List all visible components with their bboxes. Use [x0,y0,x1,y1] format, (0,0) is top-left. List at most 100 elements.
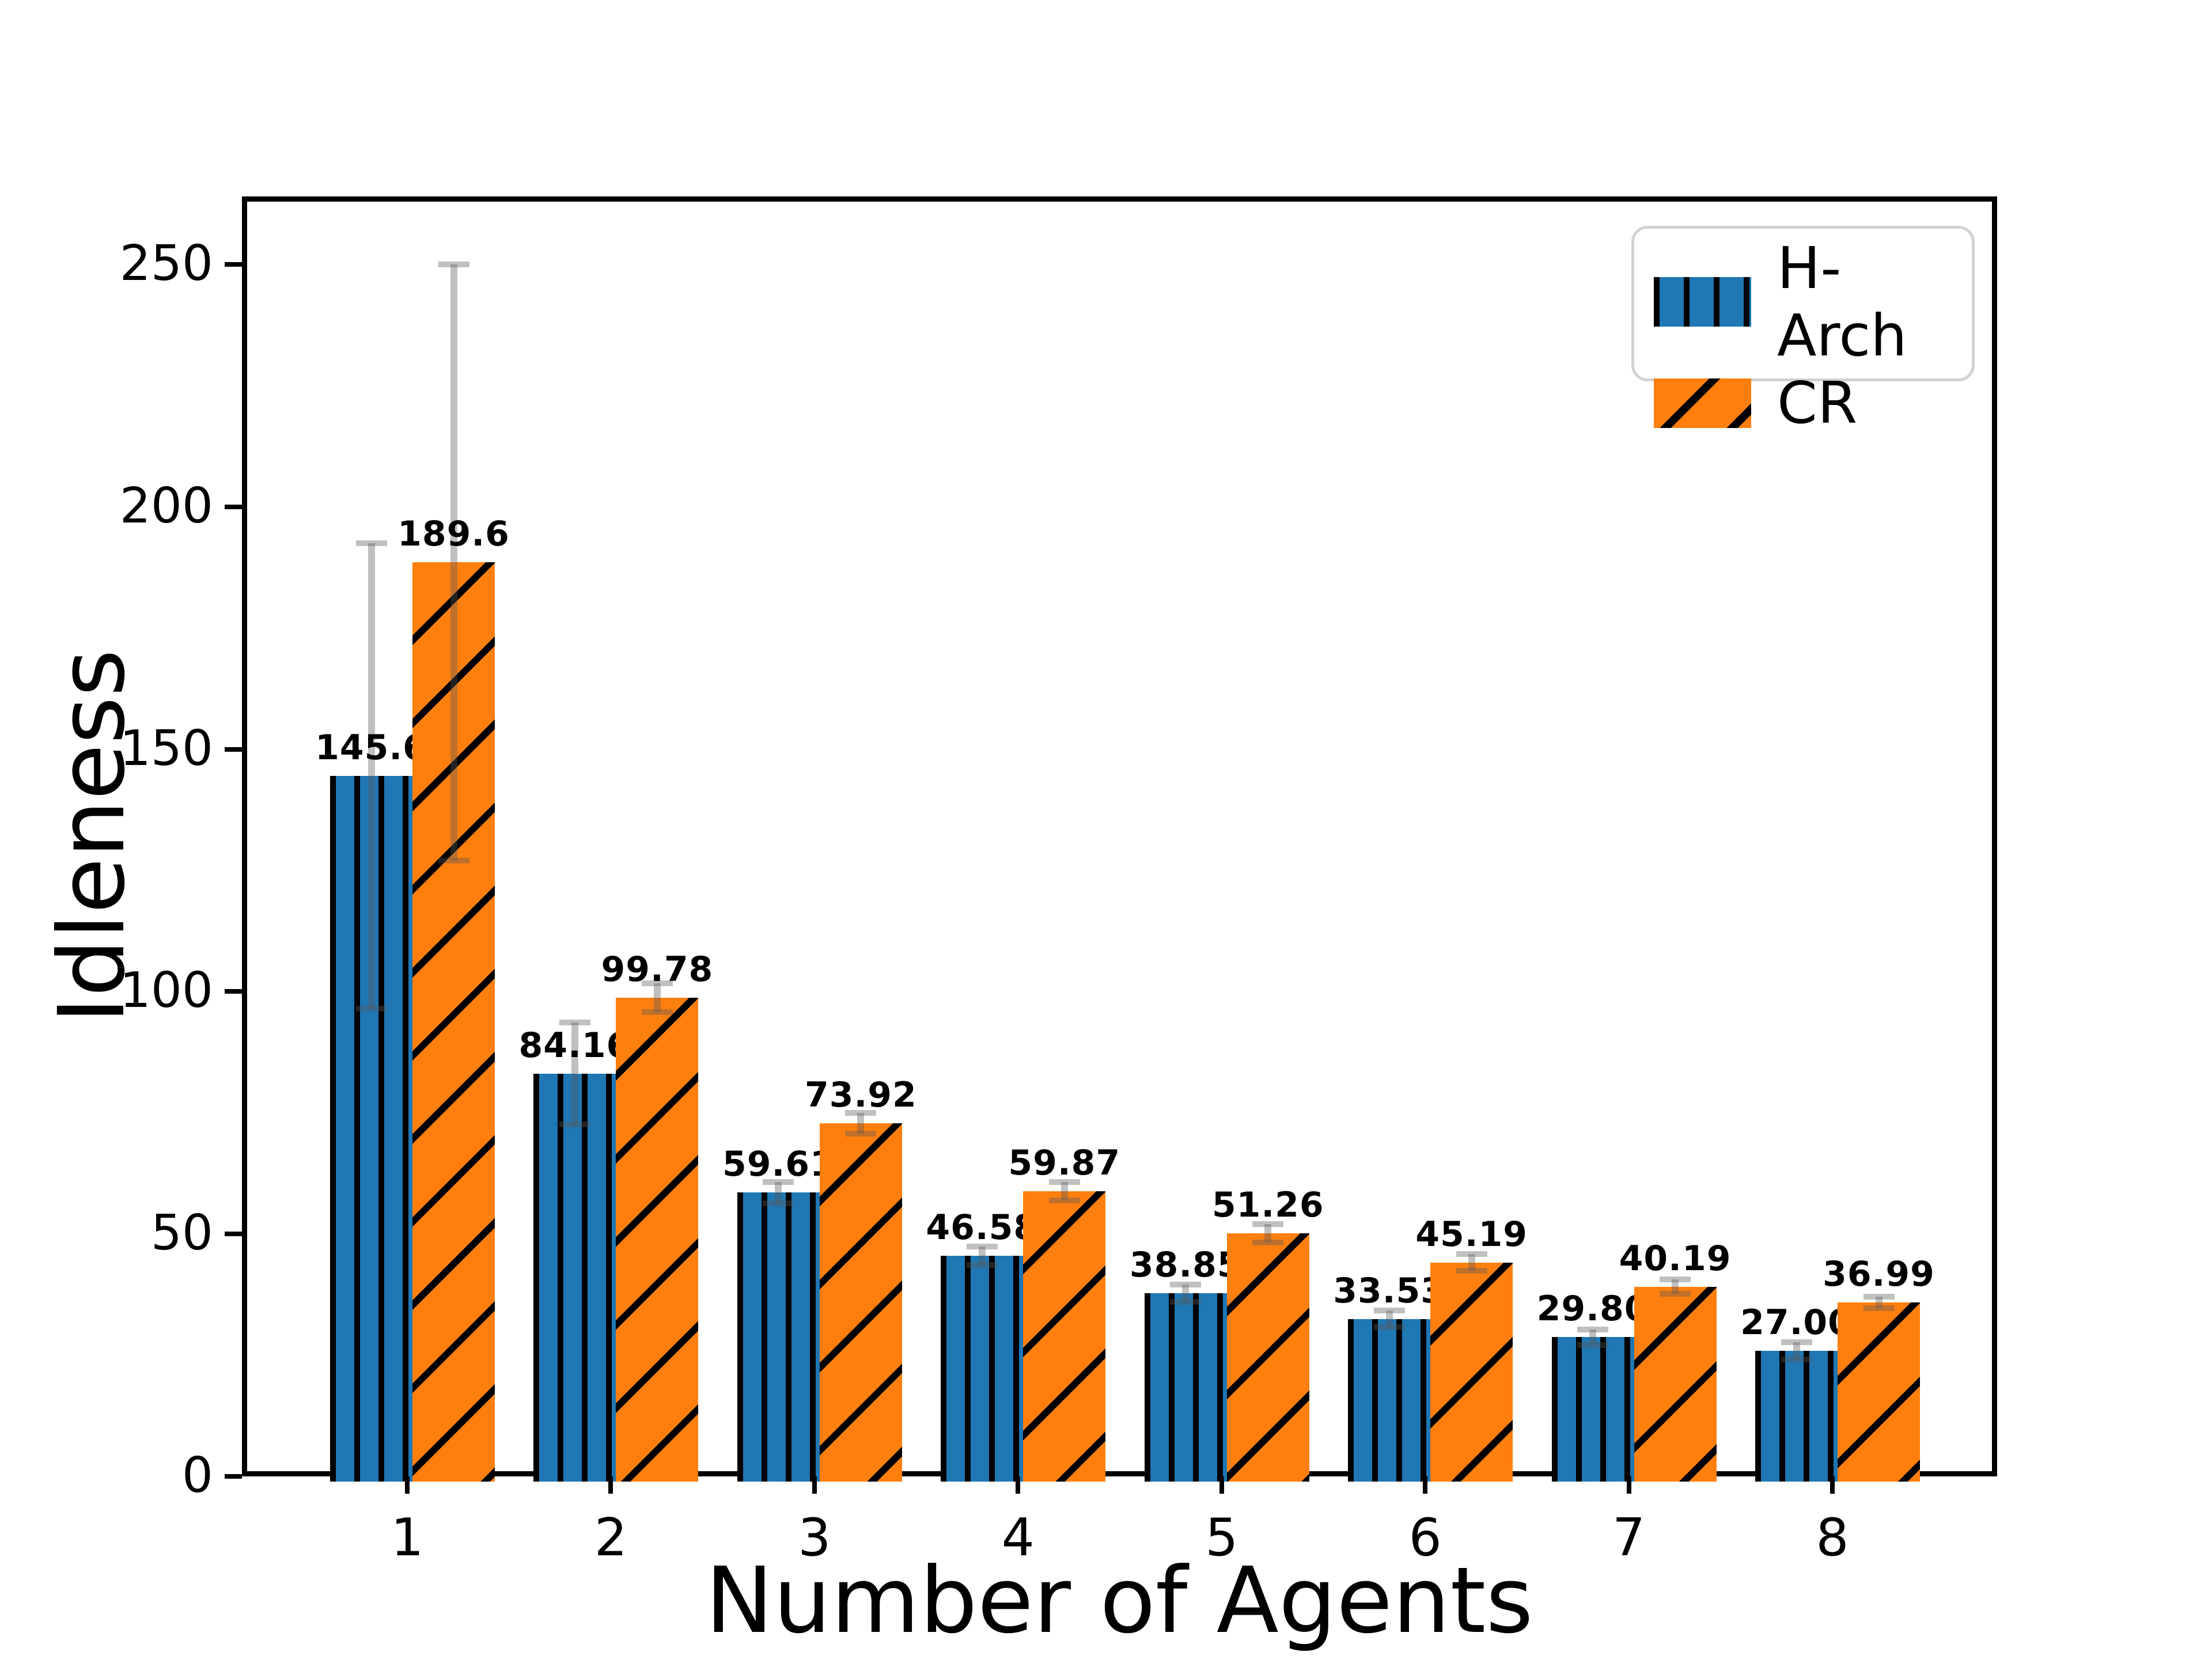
bar-value-label-h-arch-1: 145.6 [315,727,427,768]
y-tick-label-100: 100 [119,962,213,1020]
bar-cr-agents-4 [1023,1191,1106,1482]
bar-value-label-h-arch-4: 46.58 [926,1207,1039,1248]
legend-label-cr: CR [1777,369,1858,437]
error-cap-top-h-arch-7 [1577,1326,1609,1332]
y-tick-100 [225,989,242,994]
bar-value-label-cr-4: 59.87 [1008,1143,1121,1184]
x-tick-1 [405,1476,410,1494]
x-tick-6 [1423,1476,1428,1494]
error-cap-bottom-cr-8 [1863,1305,1895,1311]
bar-value-label-cr-2: 99.78 [601,949,714,990]
error-cap-bottom-cr-2 [641,1009,673,1016]
error-bar-h-arch-6 [1385,1310,1393,1328]
error-cap-top-cr-3 [845,1110,877,1116]
error-cap-top-cr-8 [1863,1293,1895,1300]
error-cap-bottom-cr-6 [1456,1267,1487,1274]
bar-cr-agents-8 [1838,1302,1920,1482]
bar-cr-agents-3 [819,1123,902,1482]
y-tick-0 [225,1474,242,1479]
error-bar-h-arch-3 [775,1181,782,1203]
error-cap-bottom-cr-4 [1048,1198,1080,1204]
error-cap-bottom-h-arch-1 [355,1005,387,1012]
error-bar-cr-8 [1875,1296,1883,1308]
error-cap-bottom-h-arch-8 [1781,1356,1812,1362]
error-bar-cr-2 [653,983,661,1013]
bar-h-arch-agents-6 [1348,1319,1431,1482]
bar-value-label-cr-8: 36.99 [1823,1253,1935,1294]
x-tick-label-3: 3 [798,1508,831,1568]
error-cap-top-h-arch-4 [966,1243,998,1249]
bar-value-label-cr-6: 45.19 [1415,1214,1528,1255]
x-tick-3 [812,1476,817,1494]
bars-layer: 145.6 189.6 84.16 99.78 59.61 73.92 46.58 59.87… [247,202,1992,1482]
bar-value-label-cr-7: 40.19 [1619,1238,1732,1279]
x-tick-label-6: 6 [1408,1508,1442,1568]
y-tick-label-50: 50 [150,1205,213,1262]
y-tick-50 [225,1232,242,1237]
bar-value-label-h-arch-3: 59.61 [722,1144,835,1185]
x-axis-title: Number of Agents [705,1548,1533,1654]
bar-cr-agents-6 [1430,1262,1513,1482]
x-tick-7 [1626,1476,1631,1494]
bar-h-arch-agents-4 [941,1255,1024,1482]
error-bar-h-arch-4 [978,1246,986,1265]
legend-entry-cr: CR [1654,369,1952,437]
error-cap-top-h-arch-3 [763,1179,794,1185]
y-axis-title: Idleness [39,649,145,1024]
legend: H-Arch CR [1631,226,1975,437]
error-cap-bottom-cr-3 [845,1130,877,1137]
error-bar-h-arch-5 [1182,1284,1190,1302]
bar-h-arch-agents-2 [533,1073,616,1482]
bar-value-label-h-arch-5: 38.85 [1129,1245,1242,1285]
error-bar-cr-4 [1060,1182,1068,1201]
y-tick-label-200: 200 [119,477,213,535]
x-tick-4 [1016,1476,1021,1494]
error-bar-h-arch-7 [1589,1329,1597,1345]
bar-h-arch-agents-8 [1755,1350,1838,1482]
error-bar-h-arch-8 [1793,1342,1800,1359]
error-cap-top-cr-5 [1252,1221,1284,1227]
bar-cr-agents-5 [1226,1233,1309,1482]
error-bar-h-arch-1 [368,543,375,1009]
bar-value-label-h-arch-8: 27.00 [1740,1302,1853,1343]
y-tick-label-250: 250 [119,234,213,292]
bar-value-label-h-arch-2: 84.16 [518,1025,631,1066]
legend-label-h-arch: H-Arch [1777,234,1907,369]
error-cap-top-cr-7 [1660,1277,1691,1283]
error-cap-top-cr-2 [641,980,673,986]
error-bar-cr-3 [857,1113,865,1134]
y-tick-150 [225,747,242,752]
error-cap-bottom-h-arch-6 [1373,1324,1405,1331]
x-tick-8 [1830,1476,1835,1494]
error-bar-h-arch-2 [571,1022,578,1125]
error-cap-bottom-h-arch-2 [559,1122,590,1128]
error-cap-top-h-arch-8 [1781,1339,1812,1345]
bar-cr-agents-2 [616,998,699,1482]
error-cap-top-cr-6 [1456,1251,1487,1257]
bar-cr-agents-1 [412,562,495,1482]
x-tick-label-2: 2 [594,1508,628,1568]
error-cap-bottom-h-arch-7 [1577,1342,1609,1348]
y-tick-200 [225,504,242,509]
x-tick-label-7: 7 [1612,1508,1646,1568]
error-cap-top-h-arch-5 [1170,1281,1202,1287]
bar-h-arch-agents-5 [1144,1293,1227,1482]
error-bar-cr-1 [450,264,457,861]
bar-value-label-h-arch-7: 29.80 [1536,1289,1649,1330]
x-tick-2 [608,1476,613,1494]
x-tick-label-5: 5 [1205,1508,1238,1568]
error-cap-top-h-arch-6 [1373,1308,1405,1314]
bar-value-label-cr-5: 51.26 [1211,1184,1324,1225]
error-cap-top-cr-1 [438,261,469,267]
error-bar-cr-6 [1468,1254,1475,1271]
error-cap-bottom-cr-7 [1660,1291,1691,1297]
error-cap-bottom-h-arch-3 [763,1200,794,1206]
legend-entry-h-arch: H-Arch [1654,234,1952,369]
legend-swatch-h-arch-icon [1654,277,1751,327]
y-tick-250 [225,262,242,267]
error-cap-top-h-arch-1 [355,540,387,546]
error-cap-top-h-arch-2 [559,1020,590,1026]
y-tick-label-150: 150 [119,719,213,777]
bar-h-arch-agents-3 [737,1192,820,1482]
